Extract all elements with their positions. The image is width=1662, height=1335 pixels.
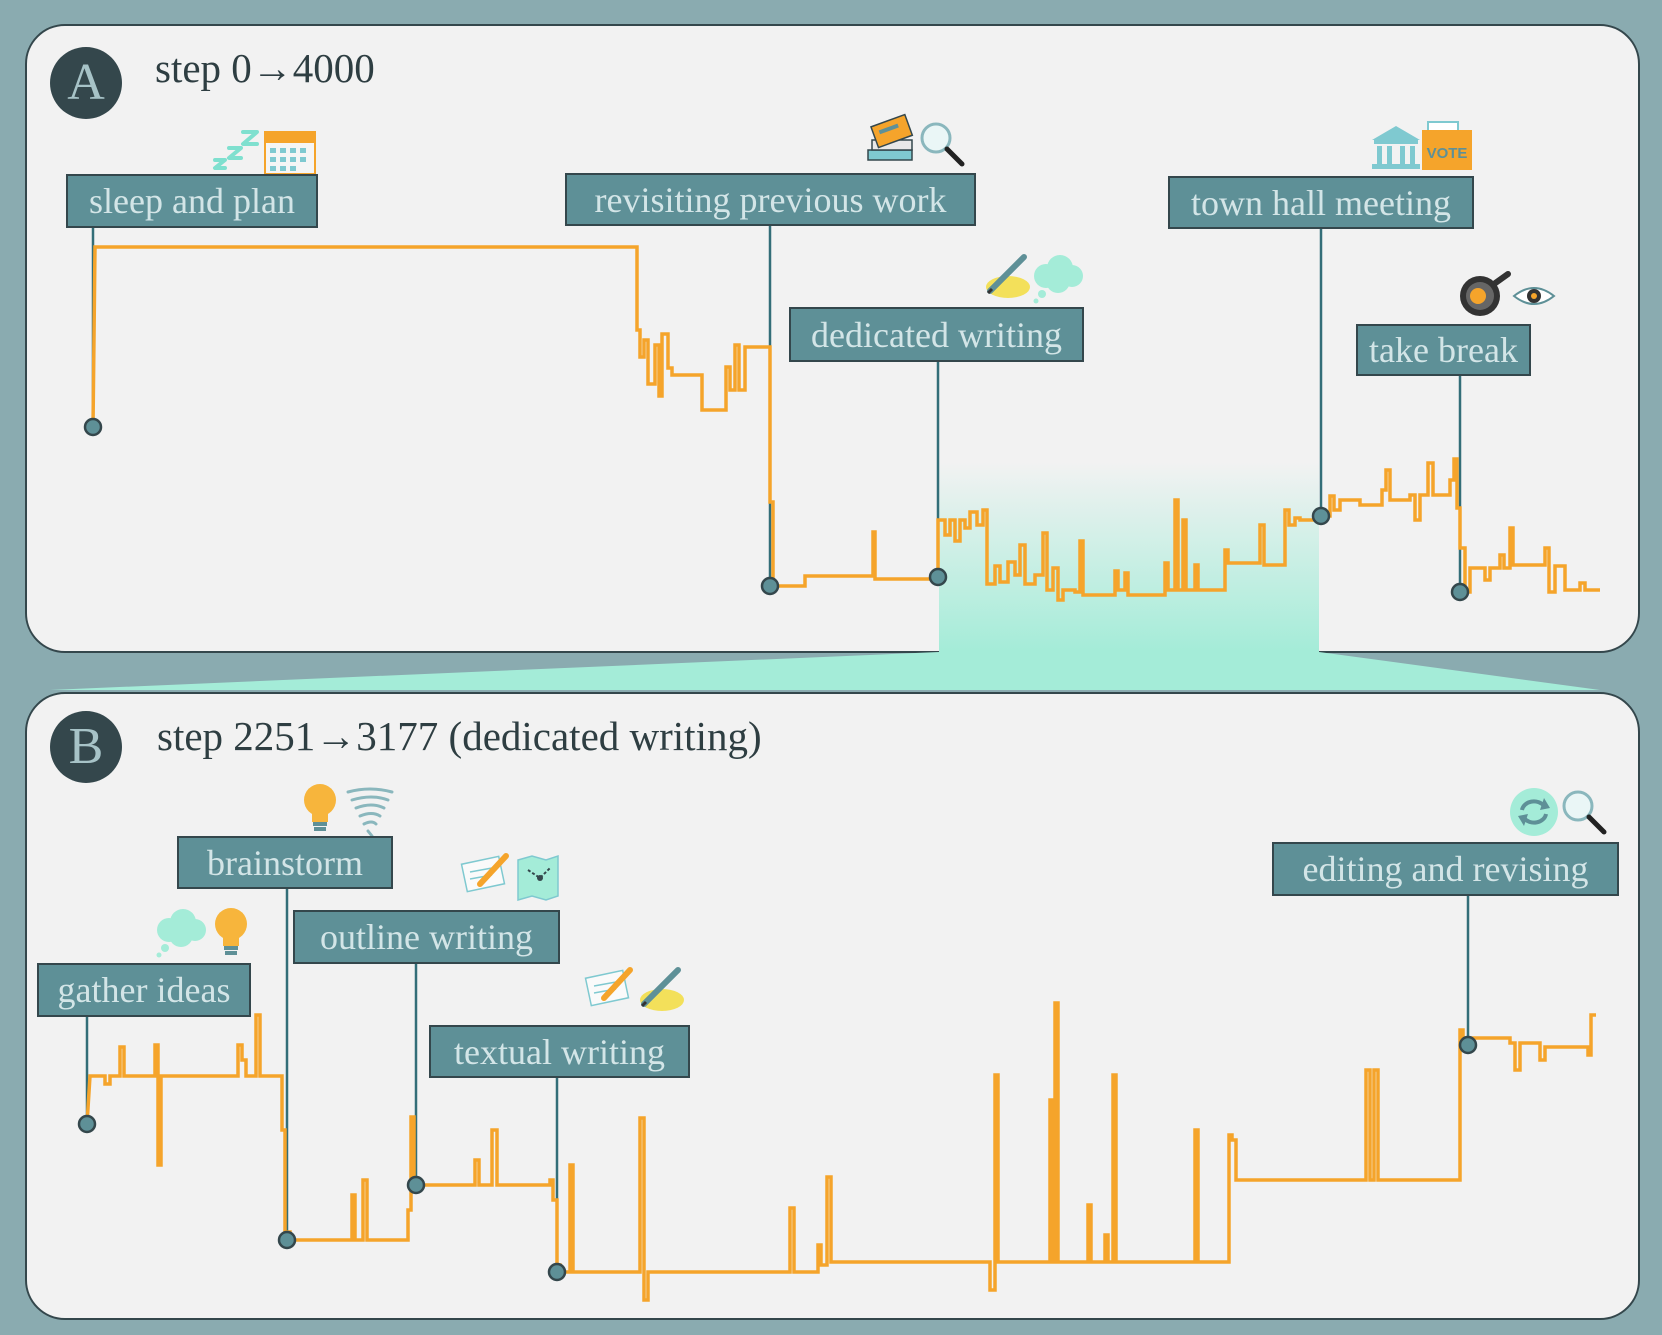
anchor-textual-writing: [547, 1262, 567, 1282]
anchor-revisiting-previous-work: [760, 576, 780, 596]
panel-b-badge: B: [50, 711, 122, 783]
panel-a-badge: A: [50, 47, 122, 119]
eye-icon: [1512, 287, 1556, 305]
label-brainstorm: brainstorm: [177, 836, 393, 889]
map-icon: [517, 854, 559, 901]
anchor-brainstorm: [277, 1230, 297, 1250]
magnifier-icon: [920, 122, 965, 167]
trace-panel-b: [85, 1001, 1596, 1302]
thought-cloud-icon: [1033, 255, 1083, 304]
label-revisiting-previous-work: revisiting previous work: [565, 173, 976, 226]
pencil-paper-icon: [584, 967, 633, 1007]
pencil-writing-icon: [986, 254, 1030, 298]
lightbulb-icon: [215, 908, 247, 955]
zoom-connector-wedge: [50, 652, 1600, 690]
frying-pan-icon: [1460, 271, 1511, 316]
magnifier-icon: [1562, 790, 1607, 835]
label-take-break: take break: [1356, 324, 1531, 376]
calendar-icon: [264, 131, 316, 175]
label-gather-ideas: gather ideas: [37, 963, 251, 1017]
town-hall-icon: [1372, 126, 1420, 169]
anchor-dedicated-writing: [928, 567, 948, 587]
panel-b-title: step 2251→3177 (dedicated writing): [157, 713, 762, 759]
label-editing-and-revising: editing and revising: [1272, 842, 1619, 896]
label-dedicated-writing: dedicated writing: [789, 307, 1084, 362]
anchor-gather-ideas: [77, 1114, 97, 1134]
tornado-icon: [346, 787, 394, 838]
panel-a-title: step 0→4000: [155, 45, 375, 91]
vote-box-text: VOTE: [1427, 145, 1468, 162]
label-town-hall-meeting: town hall meeting: [1168, 176, 1474, 229]
pencil-paper-icon: [460, 853, 509, 893]
lightbulb-icon: [304, 784, 336, 831]
anchor-outline-writing: [406, 1175, 426, 1195]
label-sleep-and-plan: sleep and plan: [66, 174, 318, 228]
anchor-town-hall-meeting: [1311, 506, 1331, 526]
label-outline-writing: outline writing: [293, 910, 560, 964]
anchor-take-break: [1450, 582, 1470, 602]
sleep-zzz-icon: [213, 130, 259, 170]
vote-box-icon: VOTE: [1422, 121, 1472, 170]
anchor-sleep-and-plan: [83, 417, 103, 437]
label-textual-writing: textual writing: [429, 1025, 690, 1078]
anchor-editing-and-revising: [1458, 1035, 1478, 1055]
refresh-icon: [1510, 788, 1558, 836]
books-icon: [867, 113, 914, 161]
trace-panel-a: [91, 245, 1600, 602]
zoom-highlight-region: [939, 462, 1319, 652]
thought-cloud-icon: [156, 909, 206, 958]
pencil-writing-icon: [640, 967, 684, 1011]
